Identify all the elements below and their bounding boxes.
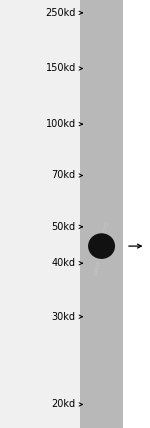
Text: 50kd: 50kd [52, 222, 76, 232]
Text: 40kd: 40kd [52, 258, 76, 268]
Text: 30kd: 30kd [52, 312, 76, 322]
Text: www.ptglab.com: www.ptglab.com [93, 220, 110, 276]
Text: 250kd: 250kd [45, 8, 76, 18]
Ellipse shape [88, 233, 115, 259]
Text: 70kd: 70kd [52, 170, 76, 181]
Text: 150kd: 150kd [45, 63, 76, 74]
Text: 100kd: 100kd [46, 119, 76, 129]
Bar [123, 0, 150, 428]
Text: 20kd: 20kd [52, 399, 76, 410]
Bar [80, 0, 123, 428]
